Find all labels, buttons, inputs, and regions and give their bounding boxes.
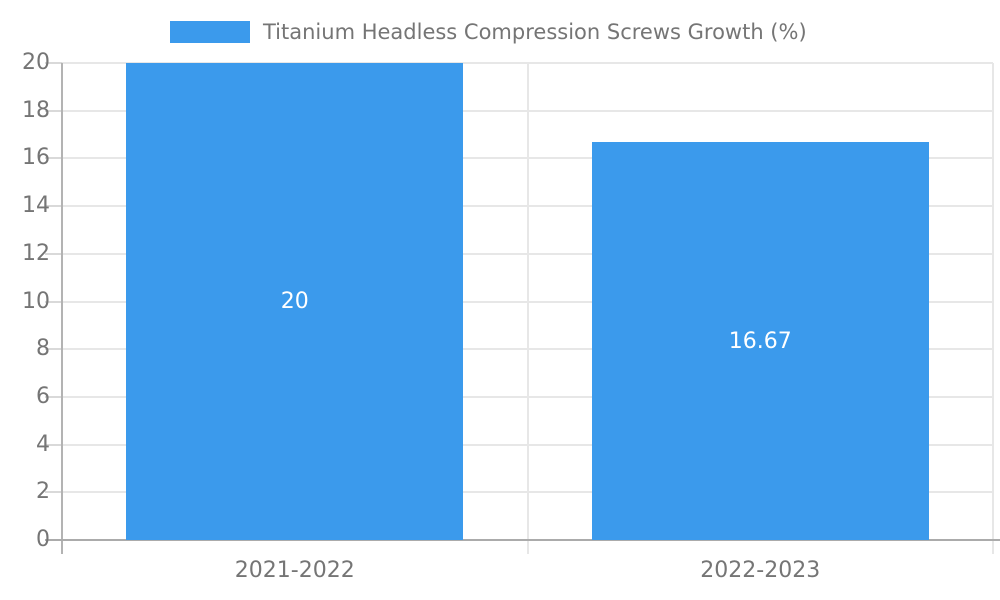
y-axis-tick-label: 18 — [22, 97, 50, 123]
y-axis-tick-label: 2 — [36, 479, 50, 505]
y-axis-tick-label: 10 — [22, 288, 50, 314]
bar-value-label: 16.67 — [728, 328, 792, 354]
y-axis-tick — [45, 62, 62, 64]
x-axis-tick-label: 2021-2022 — [234, 558, 355, 583]
y-axis-tick — [45, 157, 62, 160]
y-axis-tick — [45, 348, 62, 351]
category-separator — [526, 63, 529, 554]
y-axis-tick-label: 14 — [22, 193, 50, 219]
legend: Titanium Headless Compression Screws Gro… — [170, 20, 807, 44]
bar-value-label: 20 — [280, 289, 309, 314]
y-axis-tick — [45, 252, 62, 255]
y-axis-tick-label: 8 — [36, 336, 50, 362]
y-axis-tick-label: 6 — [36, 383, 50, 409]
y-axis-tick — [45, 205, 62, 208]
y-axis-tick-label: 16 — [22, 145, 50, 171]
y-axis-line — [61, 63, 63, 554]
y-axis-tick-label: 0 — [36, 527, 50, 552]
bar: 20 — [126, 63, 464, 540]
x-axis-line — [45, 539, 1000, 541]
y-axis-tick — [45, 395, 62, 398]
y-axis-tick — [45, 109, 62, 112]
y-axis-tick-label: 4 — [36, 431, 50, 457]
legend-swatch-icon — [170, 21, 250, 43]
plot-area: 20 16.67 — [45, 62, 1000, 554]
legend-item[interactable]: Titanium Headless Compression Screws Gro… — [170, 20, 807, 44]
legend-label: Titanium Headless Compression Screws Gro… — [263, 20, 807, 44]
category-separator — [992, 63, 994, 554]
y-axis-tick — [45, 491, 62, 494]
y-axis-tick — [45, 300, 62, 303]
y-axis-tick-label: 12 — [22, 240, 50, 266]
y-axis-tick-label: 20 — [22, 50, 50, 75]
x-axis-tick-label: 2022-2023 — [700, 558, 821, 583]
bar: 16.67 — [591, 142, 929, 540]
y-axis-tick — [45, 443, 62, 446]
